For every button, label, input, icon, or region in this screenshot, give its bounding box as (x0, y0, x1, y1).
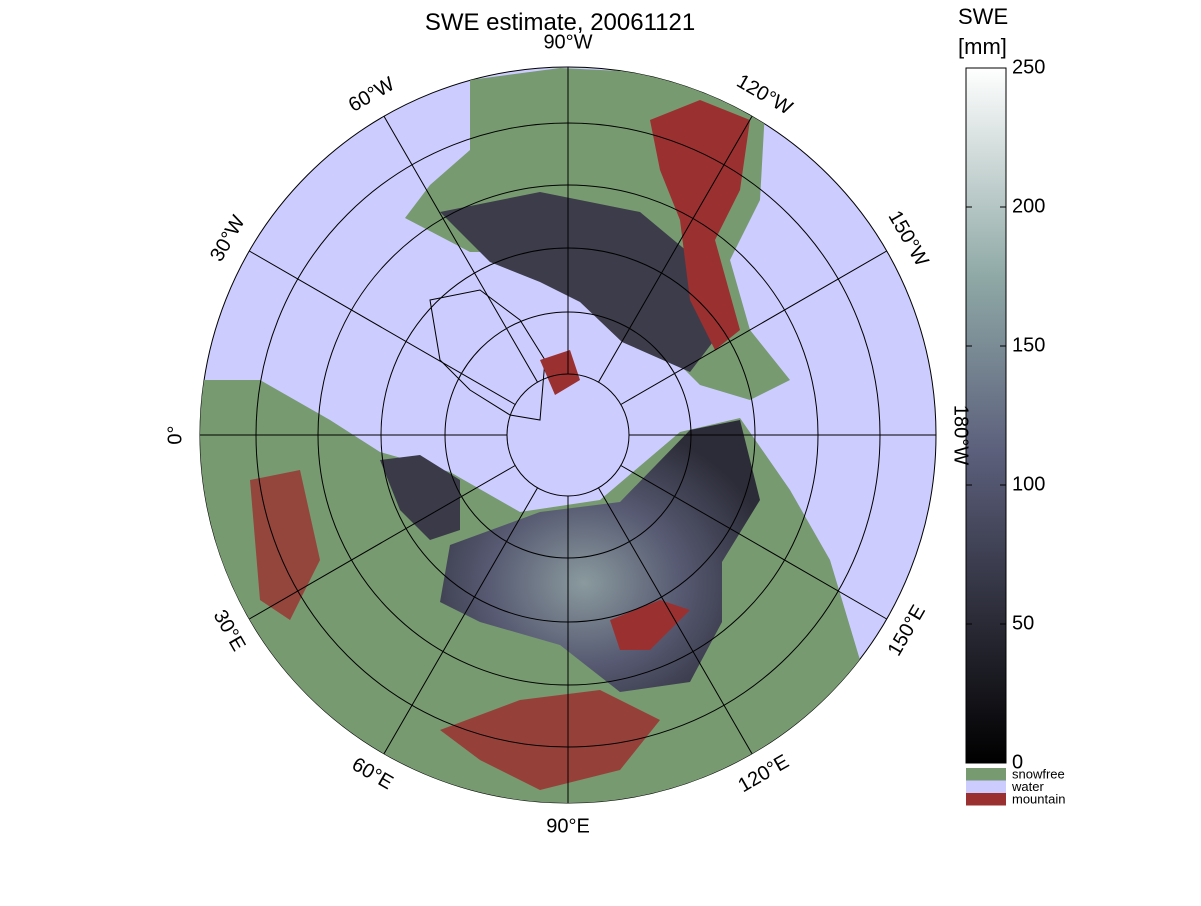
colorbar-tick-label: 50 (1012, 612, 1034, 634)
colorbar-tick-label: 200 (1012, 195, 1045, 217)
title: SWE estimate, 20061121 (425, 9, 695, 36)
meridian (249, 250, 516, 405)
mountain-island (540, 350, 580, 395)
longitude-label: 60°E (348, 753, 397, 794)
colorbar-label: [mm] (958, 34, 1007, 59)
snow-eurasia (440, 420, 760, 692)
meridian (598, 116, 753, 383)
colorbar-tick-label: 250 (1012, 56, 1045, 78)
longitude-label: 180°W (950, 405, 972, 465)
class-swatch (966, 780, 1006, 793)
meridian (598, 487, 753, 754)
colorbar-label: SWE (958, 4, 1008, 29)
longitude-label: 30°E (209, 606, 250, 655)
colorbar-tick-label: 100 (1012, 473, 1045, 495)
class-label: water (1011, 779, 1044, 794)
colorbar (965, 67, 1007, 764)
class-label: mountain (1012, 791, 1065, 806)
longitude-label: 60°W (345, 73, 399, 117)
polar-map (199, 66, 937, 804)
snow-north-america (440, 192, 722, 372)
meridian (249, 465, 516, 620)
greenland (429, 289, 546, 421)
mountain-asia (440, 690, 660, 790)
colorbar-tick-label: 0 (1012, 751, 1023, 773)
class-swatch (966, 793, 1006, 806)
longitude-label: 30°W (206, 212, 250, 266)
land (200, 68, 860, 803)
longitude-label: 0° (164, 425, 186, 444)
longitude-label: 90°E (546, 815, 590, 837)
longitude-label: 90°W (543, 31, 592, 53)
mountain-europe (250, 470, 320, 620)
meridian (620, 250, 887, 405)
class-swatch (966, 768, 1006, 781)
meridian (620, 465, 887, 620)
meridian (383, 487, 538, 754)
colorbar-tick-label: 150 (1012, 334, 1045, 356)
graticule (200, 67, 936, 803)
snow-scandinavia (380, 455, 460, 540)
meridian (383, 116, 538, 383)
class-label: snowfree (1012, 766, 1065, 781)
